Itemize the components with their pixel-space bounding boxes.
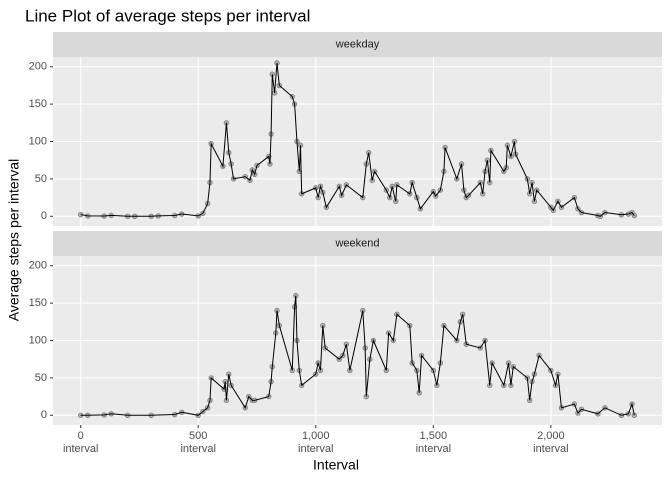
x-tick-label: 0 interval (62, 430, 99, 455)
x-tick-label: 1,000 interval (298, 430, 334, 455)
strip (53, 32, 662, 57)
chart-title: Line Plot of average steps per interval (25, 6, 310, 25)
y-tick-label: 50 (35, 372, 47, 384)
strip-label: weekend (334, 237, 379, 249)
y-tick-label: 100 (29, 135, 47, 147)
y-tick-label: 200 (29, 61, 47, 73)
strip (53, 231, 662, 256)
x-axis-title: Interval (313, 457, 359, 473)
y-tick-label: 150 (29, 98, 47, 110)
y-tick-label: 50 (35, 173, 47, 185)
y-tick-label: 150 (29, 297, 47, 309)
strip-label: weekday (335, 38, 380, 50)
line (80, 295, 635, 416)
y-tick-label: 0 (41, 210, 47, 222)
x-tick-label: 500 interval (180, 430, 216, 455)
x-tick-label: 1,500 interval (415, 430, 452, 455)
y-axis-title: Average steps per interval (6, 159, 22, 321)
x-tick-label: 2,000 interval (533, 430, 569, 455)
y-tick-label: 0 (41, 409, 47, 421)
line (80, 62, 635, 217)
y-tick-label: 100 (29, 334, 47, 346)
y-tick-label: 200 (29, 260, 47, 272)
